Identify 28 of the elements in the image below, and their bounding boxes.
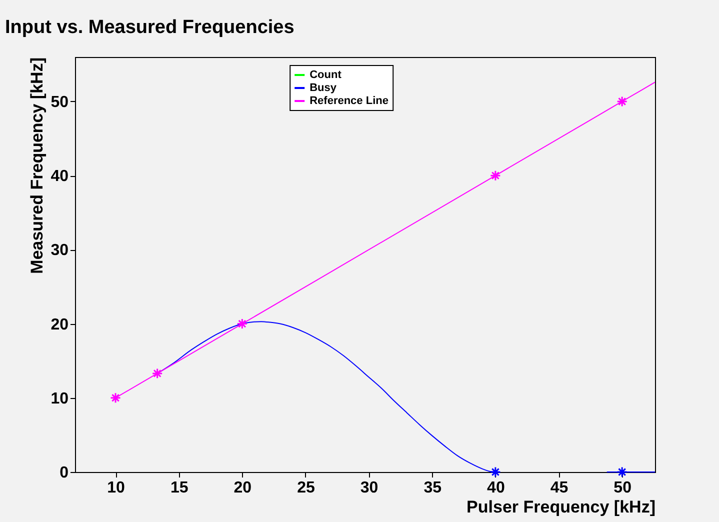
- y-tick-label: 0: [60, 464, 69, 482]
- y-tick-label: 50: [50, 94, 69, 111]
- x-tick-label: 10: [107, 480, 126, 496]
- point: [152, 368, 163, 379]
- x-axis-title: Pulser Frequency [kHz]: [466, 498, 656, 516]
- y-tick-label: 30: [50, 242, 69, 260]
- y-tick-label: 10: [50, 390, 69, 408]
- chart-title: Input vs. Measured Frequencies: [5, 17, 294, 38]
- y-tick-label: 20: [50, 316, 69, 334]
- point: [110, 392, 122, 404]
- y-tick-label: 40: [50, 168, 69, 186]
- point: [236, 318, 248, 330]
- x-tick-label: 35: [424, 480, 442, 496]
- point: [616, 96, 628, 107]
- x-tick-label: 40: [487, 480, 505, 496]
- y-axis-title: Measured Frequency [kHz]: [28, 58, 47, 274]
- point: [490, 170, 501, 182]
- x-tick-label: 45: [550, 480, 568, 496]
- x-tick-label: 15: [170, 480, 188, 496]
- legend-label: Count: [310, 69, 342, 81]
- x-tick-label: 30: [360, 480, 378, 496]
- x-tick-label: 25: [297, 480, 315, 496]
- point: [616, 466, 628, 478]
- legend-label: Reference Line: [310, 95, 388, 107]
- point: [490, 466, 501, 478]
- x-tick-label: 20: [234, 480, 252, 496]
- legend-label: Busy: [310, 82, 338, 94]
- x-tick-label: 50: [614, 480, 632, 496]
